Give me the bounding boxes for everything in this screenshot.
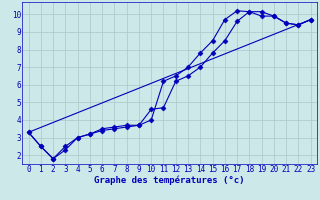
X-axis label: Graphe des températures (°c): Graphe des températures (°c)	[94, 176, 245, 185]
